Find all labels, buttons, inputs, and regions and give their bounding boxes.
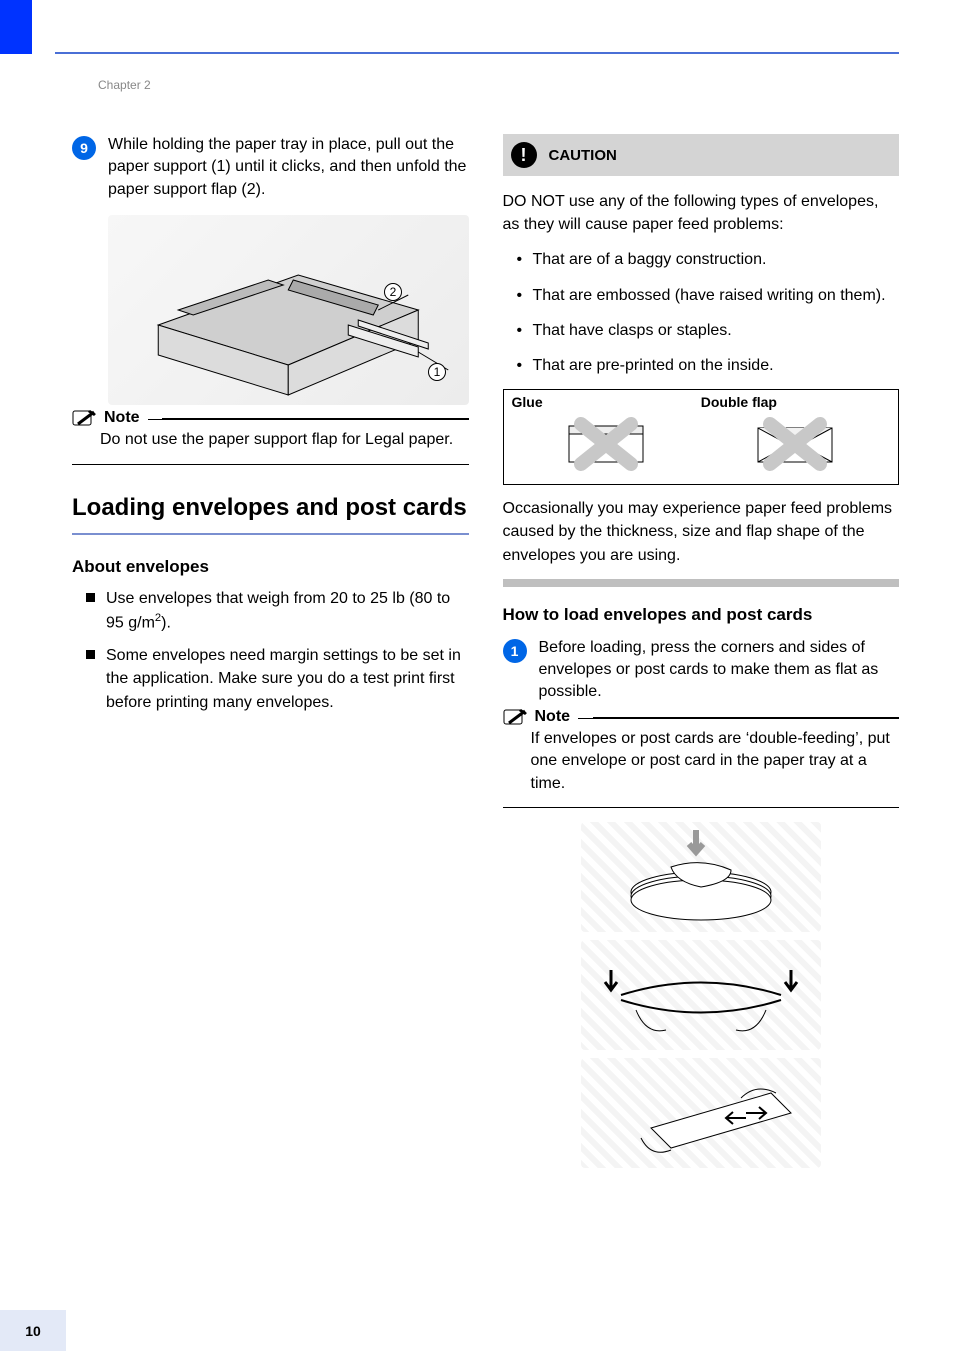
note-title: Note xyxy=(104,409,140,427)
caution-item-1: That are of a baggy construction. xyxy=(517,248,900,271)
caution-bar: ! CAUTION xyxy=(503,134,900,176)
caution-tail: Occasionally you may experience paper fe… xyxy=(503,497,900,567)
diagram-label-double-flap: Double flap xyxy=(701,394,890,410)
note-header: Note xyxy=(72,408,148,428)
diagram-label-glue: Glue xyxy=(512,394,701,410)
page-content: 9 While holding the paper tray in place,… xyxy=(72,134,899,1291)
howto-heading: How to load envelopes and post cards xyxy=(503,605,900,625)
caution-item-3: That have clasps or staples. xyxy=(517,319,900,342)
note-rule-right xyxy=(593,717,900,718)
note-block-left: Note Do not use the paper support flap f… xyxy=(72,419,469,464)
diagram-double-flap: Double flap xyxy=(701,394,890,472)
figure-press-stack xyxy=(581,822,821,932)
note-rule xyxy=(162,418,469,419)
step-1: 1 Before loading, press the corners and … xyxy=(503,637,900,704)
caution-lead: DO NOT use any of the following types of… xyxy=(503,190,900,236)
envelope-glue-glyph xyxy=(561,416,651,472)
about-item-2: Some envelopes need margin settings to b… xyxy=(86,644,469,714)
note-body-left: Do not use the paper support flap for Le… xyxy=(100,429,469,451)
diagram-glue: Glue xyxy=(512,394,701,472)
figure-flatten-corner xyxy=(581,1058,821,1168)
header-rule xyxy=(55,52,899,54)
note-body-right: If envelopes or post cards are ‘double-f… xyxy=(531,728,900,795)
section-heading-envelopes: Loading envelopes and post cards xyxy=(72,493,469,523)
caution-list: That are of a baggy construction. That a… xyxy=(517,248,900,377)
note-block-right: Note If envelopes or post cards are ‘dou… xyxy=(503,718,900,808)
caution-icon: ! xyxy=(511,142,537,168)
section-pale-tab xyxy=(0,54,32,1310)
envelope-prep-figures xyxy=(581,822,821,1168)
note-icon xyxy=(72,408,98,428)
sub-heading-about: About envelopes xyxy=(72,557,469,577)
figure-press-sides xyxy=(581,940,821,1050)
about-item-1: Use envelopes that weigh from 20 to 25 l… xyxy=(86,587,469,635)
page-footer-tab: 10 xyxy=(0,1310,66,1351)
caution-close-bar xyxy=(503,579,900,587)
page-number: 10 xyxy=(25,1323,41,1339)
section-color-tab xyxy=(0,0,32,54)
printer-svg xyxy=(108,215,469,405)
step-1-text: Before loading, press the corners and si… xyxy=(539,637,900,704)
step-badge-1: 1 xyxy=(503,639,527,663)
step-9: 9 While holding the paper tray in place,… xyxy=(72,134,469,201)
about-item-1-suffix: ). xyxy=(161,614,171,631)
envelope-diagrams: Glue Double flap xyxy=(503,389,900,485)
note-title-right: Note xyxy=(535,708,571,726)
section-heading-rule xyxy=(72,533,469,535)
chapter-label: Chapter 2 xyxy=(98,78,151,92)
caution-title: CAUTION xyxy=(549,147,617,164)
note-header-right: Note xyxy=(503,707,579,727)
note-icon xyxy=(503,707,529,727)
caution-item-2: That are embossed (have raised writing o… xyxy=(517,284,900,307)
printer-illustration: 2 1 xyxy=(108,215,469,405)
right-column: ! CAUTION DO NOT use any of the followin… xyxy=(503,134,900,1291)
caution-item-4: That are pre-printed on the inside. xyxy=(517,354,900,377)
about-item-1-text: Use envelopes that weigh from 20 to 25 l… xyxy=(106,590,450,632)
step-badge-9: 9 xyxy=(72,136,96,160)
step-9-text: While holding the paper tray in place, p… xyxy=(108,134,469,201)
envelope-double-flap-glyph xyxy=(750,416,840,472)
left-column: 9 While holding the paper tray in place,… xyxy=(72,134,469,1291)
about-envelopes-list: Use envelopes that weigh from 20 to 25 l… xyxy=(86,587,469,714)
